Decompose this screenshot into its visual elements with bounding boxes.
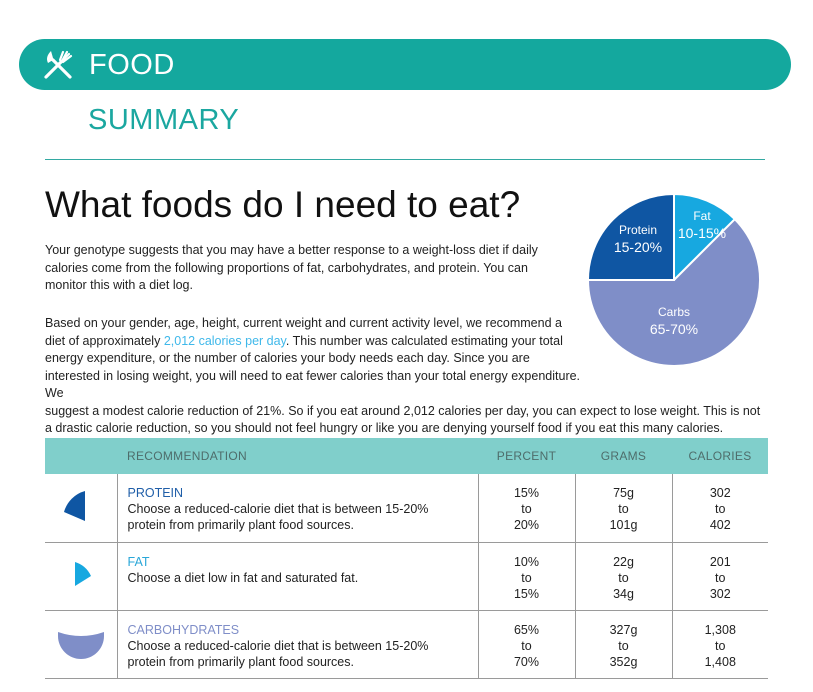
section-title: SUMMARY	[88, 104, 240, 136]
carbs-grams-to: to	[618, 638, 629, 653]
protein-percent-low: 15%	[513, 486, 540, 500]
protein-calories: 302 to 402	[672, 474, 768, 542]
page-heading: What foods do I need to eat?	[45, 184, 521, 225]
pie-label-fat-range: 10-15%	[678, 225, 726, 241]
recommendation-text-3: suggest a modest calorie reduction of 21…	[45, 403, 761, 436]
carbs-grams: 327g to 352g	[575, 610, 673, 678]
header-title: FOOD	[89, 49, 175, 81]
carbs-calories-high: 1,408	[704, 654, 736, 669]
pie-slice-carbs	[586, 217, 761, 367]
row-title-carbohydrates: CARBOHYDRATES	[127, 622, 240, 637]
header-calories: CALORIES	[688, 449, 752, 463]
protein-calories-high: 402	[709, 518, 731, 532]
fat-grams-low: 22g	[613, 554, 634, 569]
recommendation-text-2: . This number was calculated estimating …	[45, 333, 581, 401]
table-row: CARBOHYDRATES Choose a reduced-calorie d…	[45, 610, 768, 678]
fat-grams-high: 34g	[613, 586, 634, 601]
fat-percent-to: to	[521, 570, 532, 585]
recommendation-text-1: Based on your gender, age, height, curre…	[45, 316, 562, 348]
pie-slice-fat	[673, 192, 737, 283]
row-title-protein: PROTEIN	[127, 486, 184, 500]
fat-grams: 22g to 34g	[575, 542, 673, 610]
header-recommendation: RECOMMENDATION	[127, 449, 247, 463]
header-icon-col	[45, 438, 117, 474]
fork-knife-icon	[44, 50, 73, 79]
macro-pie-chart: Fat 10-15% Protein 15-20% Carbs 65-70%	[586, 192, 762, 368]
protein-grams-to: to	[618, 502, 629, 516]
protein-grams-low: 75g	[613, 486, 634, 500]
row-desc-protein: Choose a reduced-calorie diet that is be…	[127, 502, 429, 532]
protein-calories-to: to	[715, 502, 726, 516]
fat-percent-high: 15%	[513, 586, 540, 601]
header-grams: GRAMS	[600, 449, 647, 463]
header-percent: PERCENT	[496, 449, 557, 463]
carbs-grams-high: 352g	[609, 654, 638, 669]
carbs-percent-low: 65%	[513, 622, 540, 637]
carbs-percent: 65% to 70%	[478, 610, 576, 678]
pie-label-carbs-range: 65-70%	[650, 321, 698, 337]
carbs-calories: 1,308 to 1,408	[672, 610, 768, 678]
recommendation-paragraph-narrow: Based on your gender, age, height, curre…	[45, 315, 585, 403]
pie-slice-protein	[586, 192, 675, 281]
recommendation-paragraph: Based on your gender, age, height, curre…	[45, 315, 765, 438]
pie-label-protein-range: 15-20%	[614, 239, 662, 255]
header-bar: FOOD	[19, 39, 791, 90]
intro-paragraph: Your genotype suggests that you may have…	[45, 243, 538, 292]
carbs-grams-low: 327g	[609, 622, 638, 637]
recommendation-table: RECOMMENDATION PERCENT GRAMS CALORIES PR…	[45, 438, 768, 679]
fat-calories-high: 302	[709, 586, 731, 601]
table-header-row: RECOMMENDATION PERCENT GRAMS CALORIES	[45, 438, 768, 474]
protein-calories-low: 302	[709, 486, 731, 500]
fat-grams-to: to	[618, 570, 629, 585]
fat-wedge-icon	[74, 562, 91, 586]
pie-label-protein-name: Protein	[619, 223, 657, 237]
carbs-calories-to: to	[715, 638, 726, 653]
table-row: FAT Choose a diet low in fat and saturat…	[45, 542, 768, 610]
row-title-fat: FAT	[127, 554, 150, 569]
calories-link[interactable]: 2,012 calories per day	[163, 333, 286, 348]
pie-label-fat-name: Fat	[693, 209, 711, 223]
fat-percent: 10% to 15%	[478, 542, 576, 610]
row-desc-carbohydrates: Choose a reduced-calorie diet that is be…	[127, 638, 429, 669]
protein-percent-to: to	[521, 502, 532, 516]
carbs-wedge-icon	[57, 632, 104, 659]
fat-percent-low: 10%	[513, 554, 540, 569]
protein-grams-high: 101g	[609, 518, 638, 532]
carbs-percent-to: to	[521, 638, 532, 653]
pie-label-carbs-name: Carbs	[658, 305, 690, 319]
row-desc-fat: Choose a diet low in fat and saturated f…	[127, 570, 359, 585]
fat-calories: 201 to 302	[672, 542, 768, 610]
protein-percent: 15% to 20%	[478, 474, 576, 542]
fat-calories-to: to	[715, 570, 726, 585]
carbs-percent-high: 70%	[513, 654, 540, 669]
divider	[45, 159, 765, 160]
carbs-calories-low: 1,308	[704, 622, 736, 637]
fat-calories-low: 201	[709, 554, 731, 569]
protein-percent-high: 20%	[513, 518, 540, 532]
protein-wedge-icon	[63, 490, 85, 521]
table-row: PROTEIN Choose a reduced-calorie diet th…	[45, 474, 768, 542]
protein-grams: 75g to 101g	[575, 474, 673, 542]
